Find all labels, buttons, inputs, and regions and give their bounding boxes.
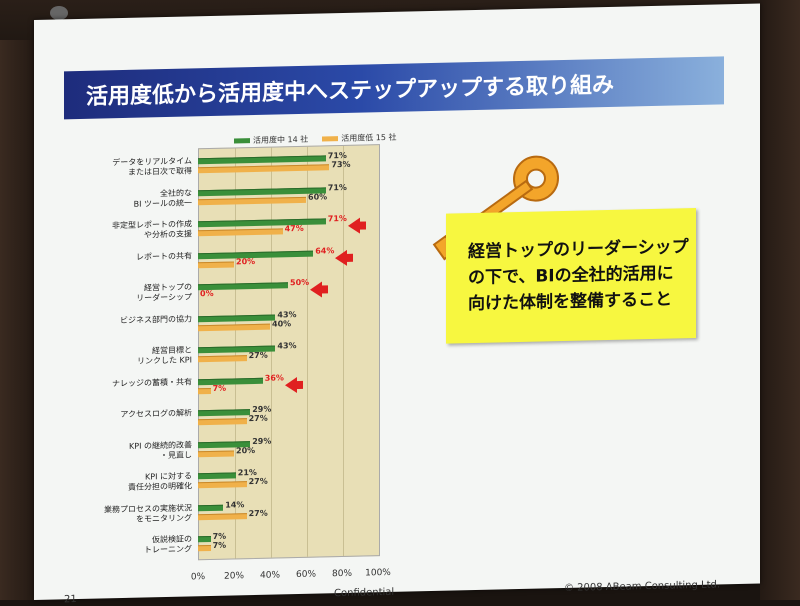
data-label: 60% [308, 191, 328, 202]
arrow-left-icon [335, 249, 348, 266]
bar-low [198, 450, 234, 458]
arrow-left-icon [347, 217, 360, 234]
bar-mid [198, 504, 224, 512]
slide-title: 活用度低から活用度中へステップアップする取り組み [64, 56, 724, 120]
category-label: データをリアルタイム または日次で取得 [112, 156, 192, 177]
room-wall-left [0, 40, 34, 600]
x-tick-label: 40% [259, 570, 281, 581]
bar-low [198, 513, 247, 521]
category-label: KPI の継続的改善 ・見直し [129, 440, 192, 460]
data-label: 27% [248, 413, 268, 424]
category-label: 仮説検証の トレーニング [144, 534, 192, 555]
data-label: 7% [212, 541, 227, 551]
bar-low [198, 545, 211, 552]
data-label: 64% [315, 245, 335, 256]
legend-item-low: 活用度低 15 社 [322, 132, 397, 145]
bar-mid [198, 409, 251, 417]
arrow-left-icon [310, 281, 322, 298]
data-label: 7% [212, 383, 227, 393]
bar-low [198, 355, 247, 363]
bar-low [198, 387, 211, 395]
data-label: 20% [236, 445, 256, 456]
category-label: 経営トップの リーダーシップ [136, 282, 192, 303]
data-label: 36% [264, 373, 284, 383]
category-label: 全社的な BI ツールの統一 [133, 187, 192, 209]
category-label: ビジネス部門の協力 [120, 314, 192, 325]
data-label: 47% [284, 223, 304, 234]
x-tick-label: 100% [365, 567, 391, 579]
data-label: 50% [290, 277, 310, 288]
category-label: ナレッジの蓄積・共有 [112, 377, 192, 388]
data-label: 71% [327, 150, 347, 161]
x-tick-label: 20% [223, 571, 245, 582]
ceiling-light [50, 6, 68, 20]
category-label: 経営目標と リンクした KPI [137, 345, 192, 366]
data-label: 14% [225, 500, 245, 510]
data-label: 7% [212, 532, 227, 542]
x-tick-label: 80% [331, 568, 353, 580]
data-label: 29% [252, 436, 272, 446]
category-label: 業務プロセスの実施状況 をモニタリング [104, 503, 192, 524]
callout-box: 経営トップのリーダーシップ の下で、BIの全社的活用に 向けた体制を整備すること [446, 207, 696, 344]
data-label: 27% [248, 477, 268, 487]
gridline [235, 148, 236, 559]
callout-line: 向けた体制を整備すること [468, 289, 672, 315]
bar-mid [198, 536, 211, 543]
data-label: 21% [237, 468, 257, 478]
data-label: 20% [236, 256, 256, 267]
category-label: KPI に対する 責任分担の明確化 [128, 471, 192, 493]
projection-screen: 活用度低から活用度中へステップアップする取り組み 活用度中 14 社 活用度低 … [34, 3, 760, 605]
data-label: 29% [252, 404, 272, 415]
gridline [343, 145, 344, 556]
data-label: 73% [331, 159, 351, 170]
data-label: 43% [277, 309, 297, 320]
bar-low [198, 261, 234, 268]
data-label: 71% [327, 182, 347, 192]
x-tick-label: 0% [190, 572, 206, 583]
confidential-label: Confidential [334, 586, 395, 600]
gridline [307, 146, 308, 557]
category-label: アクセスログの解析 [120, 408, 192, 420]
bar-mid [198, 472, 236, 480]
category-label: レポートの共有 [136, 251, 192, 262]
data-label: 43% [277, 341, 297, 351]
bar-low [198, 481, 247, 489]
x-tick-label: 60% [295, 569, 317, 581]
gridline [271, 147, 272, 558]
slide-title-text: 活用度低から活用度中へステップアップする取り組み [86, 72, 615, 110]
category-label: 非定型レポートの作成 や分析の支援 [112, 219, 192, 240]
data-label: 27% [248, 508, 268, 519]
copyright-text: © 2008 ABeam Consulting Ltd. [564, 579, 721, 594]
data-label: 40% [272, 318, 292, 329]
data-label: 27% [248, 350, 268, 361]
data-label: 0% [200, 289, 214, 299]
bar-low [198, 418, 247, 426]
data-label: 71% [327, 213, 347, 224]
room-wall-right [760, 0, 800, 600]
arrow-left-icon [284, 376, 297, 394]
legend-item-mid: 活用度中 14 社 [234, 134, 308, 147]
